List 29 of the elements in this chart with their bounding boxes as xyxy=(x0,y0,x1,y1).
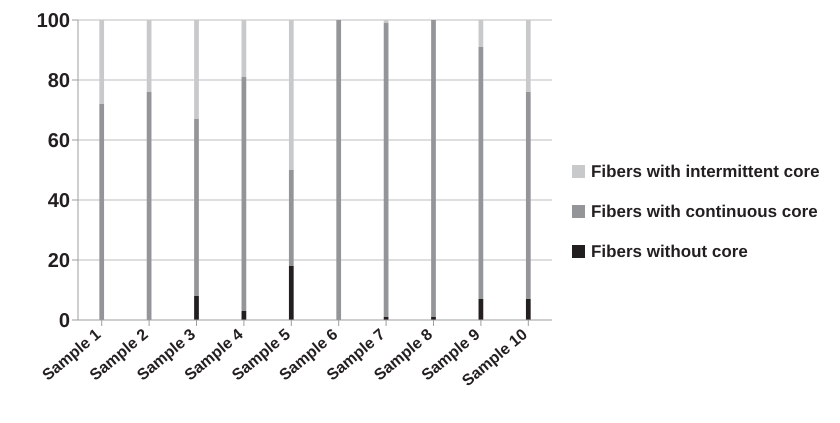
y-tick-label: 40 xyxy=(48,190,70,212)
bar xyxy=(526,20,531,92)
bar xyxy=(288,266,294,320)
bar xyxy=(478,20,484,47)
bar xyxy=(242,20,246,77)
bar xyxy=(194,296,199,320)
bar xyxy=(384,20,388,23)
legend-label: Fibers without core xyxy=(591,240,748,262)
bar xyxy=(288,20,294,170)
y-tick-label: 0 xyxy=(58,310,70,332)
bar xyxy=(288,170,294,266)
y-tick-label: 80 xyxy=(48,70,70,92)
bar xyxy=(431,20,436,317)
bar xyxy=(194,20,199,119)
legend-label: Fibers with intermittent core xyxy=(591,160,820,182)
bar xyxy=(526,92,531,299)
y-tick-label: 20 xyxy=(48,250,70,272)
legend-label: Fibers with continuous core xyxy=(591,200,818,222)
bar xyxy=(526,299,531,320)
y-tick-label: 60 xyxy=(48,130,70,152)
bar xyxy=(384,23,388,317)
bar xyxy=(242,77,246,311)
bar xyxy=(478,299,484,320)
bar xyxy=(99,20,104,104)
bar xyxy=(194,119,199,296)
bar xyxy=(478,47,484,299)
y-tick-label: 100 xyxy=(36,10,70,32)
bar xyxy=(146,20,152,92)
bar xyxy=(242,311,246,320)
